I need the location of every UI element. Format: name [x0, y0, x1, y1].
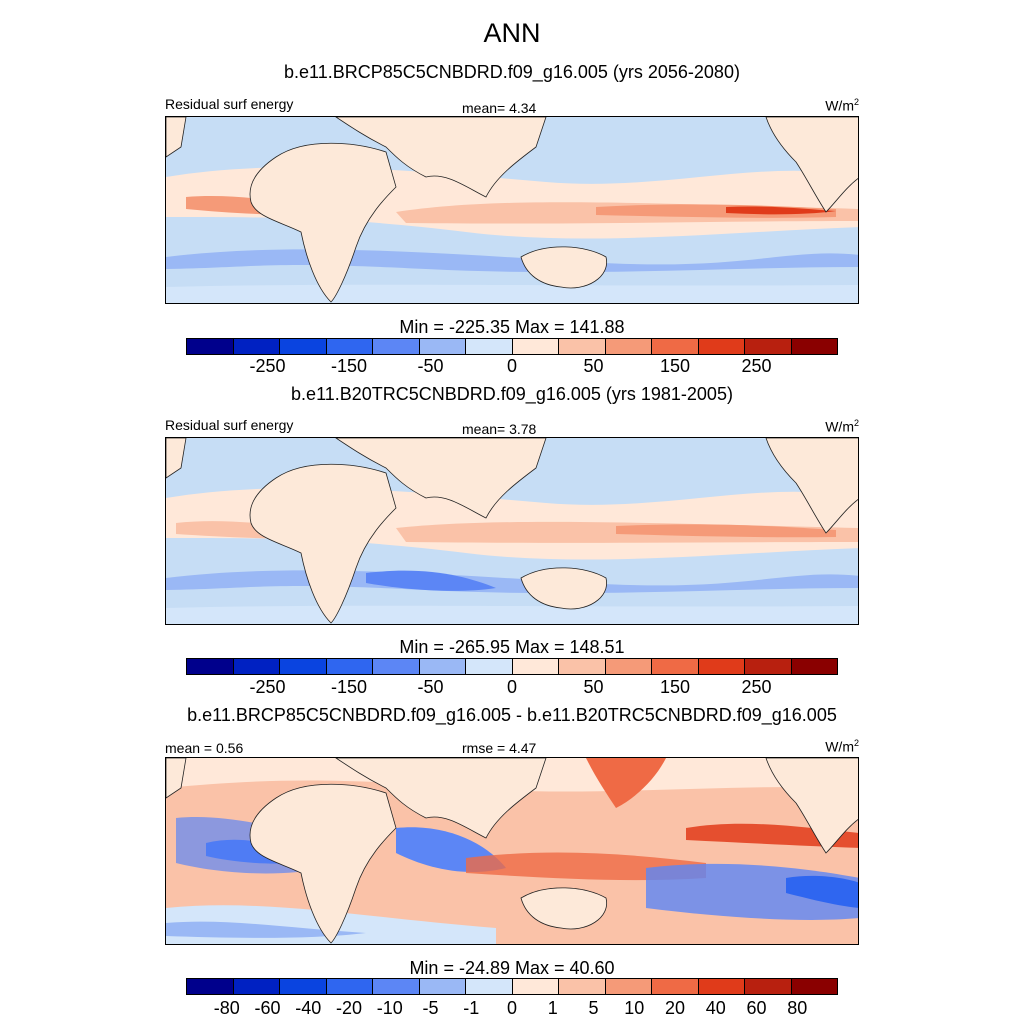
colorbar-3-tick: -20 [335, 998, 363, 1018]
colorbar-1-tick: 250 [741, 356, 772, 376]
colorbar-2-tick: 0 [506, 677, 518, 697]
panel-1-map [165, 116, 859, 304]
colorbar-1-tick: 150 [659, 356, 691, 376]
continents [166, 117, 858, 303]
colorbar-2-title: Min = -265.95 Max = 148.51 [399, 637, 625, 657]
panel-2-title: b.e11.B20TRC5CNBDRD.f09_g16.005 (yrs 198… [291, 384, 733, 404]
colorbar-2-tick: -50 [417, 677, 444, 697]
colorbar-3-tick: -40 [295, 998, 322, 1018]
figure-title: ANN [483, 18, 541, 48]
colorbar-3-tick: -80 [213, 998, 240, 1018]
colorbar-1-tick: -50 [417, 356, 444, 376]
colorbar-3-tick: -60 [254, 998, 281, 1018]
continents [166, 758, 858, 944]
panel-2-map [165, 437, 859, 625]
colorbar-1-tick: -150 [330, 356, 368, 376]
colorbar-2-ticks: -250 -150 -50 0 50 150 250 [186, 677, 838, 699]
colorbar-3-tick: -10 [376, 998, 403, 1018]
panel-1-mean-label: mean= 4.34 [462, 100, 537, 116]
colorbar-2-tick: 250 [741, 677, 772, 697]
panel-1-title: b.e11.BRCP85C5CNBDRD.f09_g16.005 (yrs 20… [284, 62, 740, 82]
colorbar-3-tick: 60 [746, 998, 767, 1018]
panel-3-map [165, 757, 859, 945]
continents [166, 438, 858, 624]
panel-2-mean-label: mean= 3.78 [462, 421, 537, 437]
panel-3-mean-label: mean = 0.56 [165, 740, 244, 756]
panel-2-units: W/m2 [825, 418, 859, 435]
panel-1-units: W/m2 [825, 97, 859, 114]
colorbar-1-tick: 0 [506, 356, 518, 376]
colorbar-3-tick: 5 [588, 998, 599, 1018]
panel-3-rmse-label: rmse = 4.47 [462, 740, 537, 756]
colorbar-1-tick: -250 [249, 356, 286, 376]
colorbar-2-tick: 150 [659, 677, 691, 697]
colorbar-1-tick: 50 [583, 356, 604, 376]
panel-3-title: b.e11.BRCP85C5CNBDRD.f09_g16.005 - b.e11… [187, 705, 837, 725]
panel-2-left-label: Residual surf energy [165, 417, 294, 433]
colorbar-3 [186, 978, 838, 995]
colorbar-3-tick: 20 [664, 998, 686, 1018]
colorbar-1-title: Min = -225.35 Max = 141.88 [399, 317, 625, 337]
colorbar-3-tick: 1 [547, 998, 558, 1018]
colorbar-3-tick: 0 [506, 998, 518, 1018]
colorbar-2-tick: 50 [583, 677, 604, 697]
panel-1-left-label: Residual surf energy [165, 96, 294, 112]
colorbar-3-title: Min = -24.89 Max = 40.60 [409, 958, 615, 978]
colorbar-2-tick: -250 [249, 677, 286, 697]
panel-3-units: W/m2 [825, 738, 859, 755]
colorbar-3-ticks: -80 -60 -40 -20 -10 -5 -1 0 1 5 10 20 40… [186, 998, 838, 1020]
colorbar-3-tick: 40 [705, 998, 726, 1018]
colorbar-2-tick: -150 [330, 677, 368, 697]
colorbar-3-tick: -1 [463, 998, 480, 1018]
colorbar-3-tick: 10 [624, 998, 645, 1018]
colorbar-3-tick: -5 [422, 998, 439, 1018]
colorbar-1 [186, 338, 838, 355]
colorbar-1-ticks: -250 -150 -50 0 50 150 250 [186, 356, 838, 378]
colorbar-2 [186, 658, 838, 675]
colorbar-3-tick: 80 [787, 998, 808, 1018]
